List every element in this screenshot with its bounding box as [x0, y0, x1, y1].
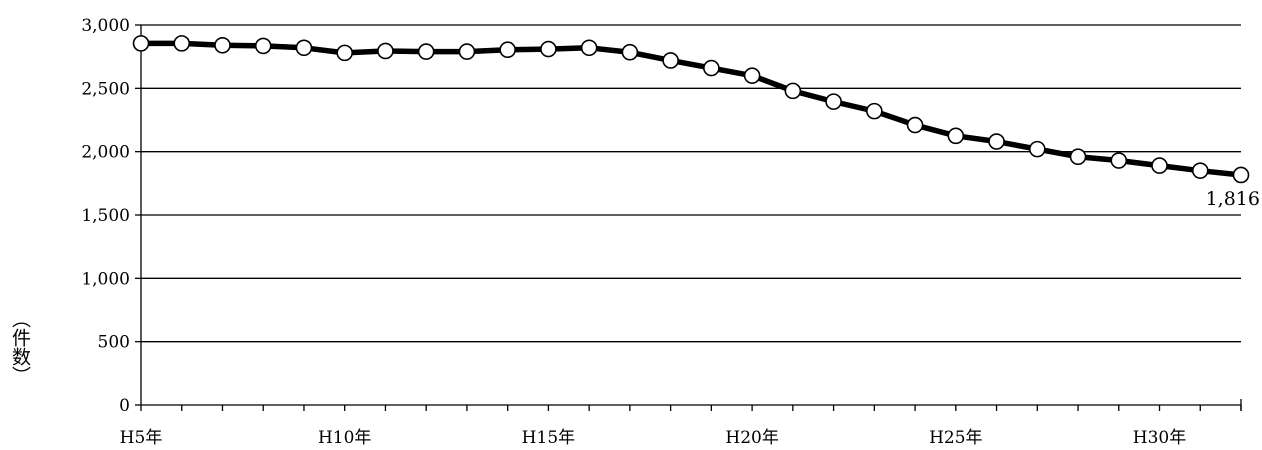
series-line-path: [138, 40, 1244, 178]
data-point: [621, 43, 639, 61]
y-tick-label: 3,000: [81, 16, 130, 36]
data-point: [580, 39, 598, 57]
data-point: [377, 42, 394, 60]
data-labels: 1,816: [1206, 188, 1260, 210]
data-point: [947, 127, 965, 145]
data-point: [214, 36, 231, 54]
data-point: [988, 133, 1005, 150]
data-point: [295, 39, 313, 57]
data-point: [1069, 148, 1087, 166]
y-tick-label: 500: [98, 333, 130, 353]
data-label: 1,816: [1206, 188, 1260, 210]
data-point: [1028, 140, 1046, 158]
x-tick-label: H15年: [522, 428, 575, 448]
y-axis-label: （件数）: [9, 309, 31, 385]
y-tick-label: 0: [119, 396, 130, 416]
x-tick-label: H10年: [318, 428, 371, 448]
y-tick-label: 2,000: [81, 143, 130, 163]
axes: [135, 24, 1242, 411]
x-tick-label: H5年: [120, 428, 163, 448]
data-point: [540, 40, 557, 58]
data-point: [866, 102, 883, 120]
data-point: [254, 37, 272, 55]
data-point: [703, 59, 720, 77]
data-point: [662, 52, 679, 69]
data-point: [458, 43, 476, 60]
data-points: [132, 35, 1250, 184]
x-tick-labels: H5年 H10年 H15年 H20年 H25年 H30年: [120, 428, 1187, 448]
data-point: [173, 35, 191, 52]
data-point: [499, 41, 516, 59]
gridlines: [141, 24, 1241, 343]
data-point: [336, 44, 354, 62]
y-tick-label: 1,000: [81, 269, 130, 289]
data-point: [825, 93, 842, 110]
data-point: [1232, 166, 1250, 184]
x-tick-label: H30年: [1133, 428, 1186, 448]
x-tick-label: H20年: [725, 428, 778, 448]
data-point: [1151, 157, 1168, 174]
data-point: [417, 43, 435, 60]
y-tick-labels: 0 500 1,000 1,500 2,000 2,500 3,000: [81, 16, 130, 416]
y-tick-label: 2,500: [81, 79, 130, 99]
x-tick-label: H25年: [929, 428, 982, 448]
data-point: [743, 67, 761, 84]
data-point: [784, 82, 802, 100]
y-tick-label: 1,500: [81, 206, 130, 226]
data-point: [906, 116, 924, 134]
data-point: [1110, 152, 1128, 169]
data-point: [132, 35, 150, 52]
series-line: [138, 40, 1244, 178]
data-point: [1191, 162, 1209, 179]
